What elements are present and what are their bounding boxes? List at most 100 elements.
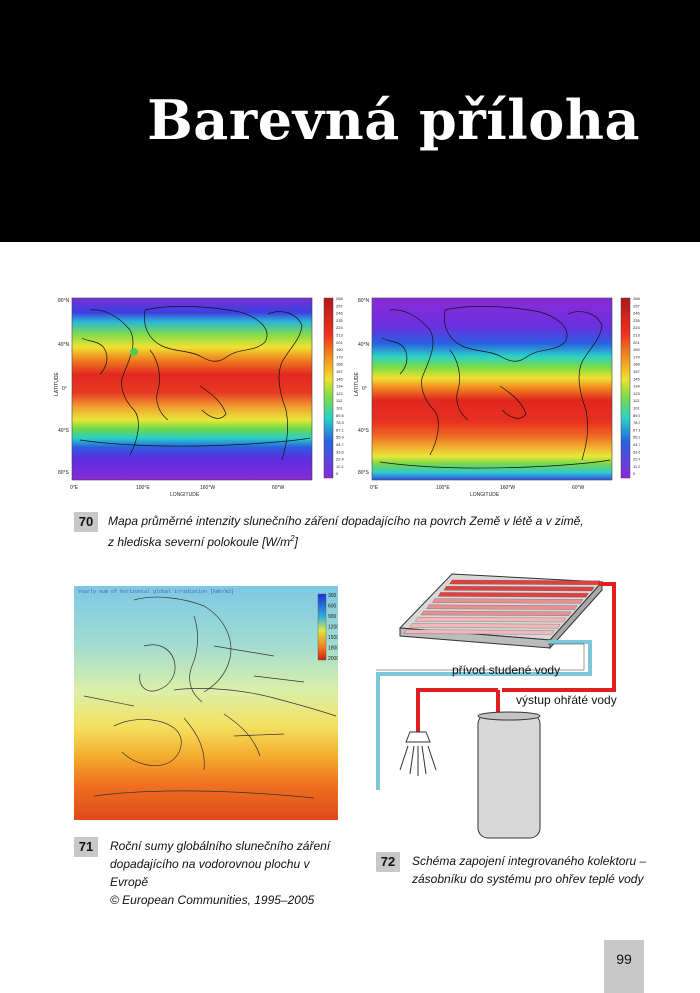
colorbar-tick-label: 235 bbox=[633, 318, 640, 323]
figure-70-maps: LATITUDE 80°N 40°N 0° 40°S 80°S 0°E 100°… bbox=[54, 296, 640, 498]
caption-sup: 2 bbox=[290, 534, 295, 543]
figure-71-number: 71 bbox=[74, 837, 98, 857]
solar-collector bbox=[398, 573, 604, 650]
shower-head bbox=[399, 720, 437, 776]
water-tank bbox=[477, 711, 541, 839]
left-xtick: 160°W bbox=[200, 485, 215, 491]
colorbar-tick-label: 235 bbox=[336, 318, 343, 323]
colorbar-tick-label: 224 bbox=[336, 325, 343, 330]
right-ytick: 0° bbox=[362, 386, 367, 392]
colorbar-tick-label: 168 bbox=[633, 362, 640, 367]
colorbar-tick-label: 157 bbox=[336, 369, 343, 374]
europe-legend-label: 2000 bbox=[328, 656, 338, 662]
collector-stripes bbox=[403, 579, 601, 635]
colorbar-tick-label: 112 bbox=[336, 398, 343, 403]
colorbar-tick-label: 33.6 bbox=[633, 449, 640, 454]
colorbar-labels: 268 257 246 235 224 213 201 190 179 168 157 145 134 1… bbox=[336, 296, 640, 476]
collector-absorber-stripe bbox=[443, 586, 595, 592]
right-xtick: 60°W bbox=[572, 485, 585, 491]
caption-text: z hlediska severní polokoule [W/m bbox=[108, 535, 291, 549]
figure-72-collector-diagram: přívod studené vody výstup ohřáté vody bbox=[376, 573, 617, 839]
europe-legend-label: 900 bbox=[328, 614, 337, 620]
colorbar-tick-label: 67.1 bbox=[633, 427, 640, 432]
colorbar-tick-label: 33.6 bbox=[336, 449, 345, 454]
caption-line: z hlediska severní polokoule [W/m2] bbox=[108, 530, 588, 551]
colorbar-tick-label: 134 bbox=[336, 384, 343, 389]
colorbar-tick-label: 224 bbox=[633, 325, 640, 330]
colorbar-tick-label: 11.2 bbox=[336, 464, 344, 469]
colorbar-tick-label: 213 bbox=[633, 333, 640, 338]
figure-71-caption: Roční sumy globálního slunečního záření … bbox=[110, 837, 350, 909]
hot-outlet-pipe bbox=[416, 688, 498, 720]
colorbar-tick-label: 101 bbox=[336, 406, 343, 411]
left-ylabel: LATITUDE bbox=[54, 372, 60, 396]
europe-legend-labels: 300 600 900 1200 1500 1800 2000 bbox=[328, 593, 338, 662]
colorbar-tick-label: 0 bbox=[633, 471, 636, 476]
header-band: Barevná příloha bbox=[0, 0, 700, 242]
colorbar-tick-label: 123 bbox=[336, 391, 343, 396]
left-ytick: 0° bbox=[62, 386, 67, 392]
collector-absorber-stripe bbox=[420, 610, 572, 616]
hot-water-label: výstup ohřáté vody bbox=[516, 693, 617, 707]
colorbar-right bbox=[620, 297, 631, 479]
collector-absorber-stripe bbox=[437, 592, 589, 598]
left-xlabel: LONGITUDE bbox=[170, 492, 200, 498]
caption-line: Mapa průměrné intenzity slunečního zářen… bbox=[108, 514, 584, 528]
right-ylabel: LATITUDE bbox=[354, 372, 360, 396]
colorbar-tick-label: 55.9 bbox=[633, 435, 640, 440]
left-ytick: 80°S bbox=[58, 470, 70, 476]
caption-line: dopadajícího na vodorovnou plochu v Evro… bbox=[110, 857, 310, 889]
colorbar-tick-label: 112 bbox=[633, 398, 640, 403]
colorbar-left bbox=[323, 297, 334, 479]
colorbar-tick-label: 201 bbox=[633, 340, 640, 345]
colorbar-tick-label: 89.5 bbox=[336, 413, 345, 418]
europe-legend-bar bbox=[317, 593, 327, 661]
left-xtick: 100°E bbox=[136, 485, 150, 491]
right-xlabel: LONGITUDE bbox=[470, 492, 500, 498]
europe-legend-label: 300 bbox=[328, 593, 337, 599]
colorbar-tick-label: 201 bbox=[336, 340, 343, 345]
map-winter: LATITUDE 80°N 40°N 0° 40°S 80°S 0°E 100°… bbox=[354, 297, 613, 498]
right-ytick: 40°N bbox=[358, 342, 370, 348]
europe-legend-label: 1500 bbox=[328, 635, 338, 641]
colorbar-tick-label: 55.9 bbox=[336, 435, 345, 440]
colorbar-tick-label: 157 bbox=[633, 369, 640, 374]
colorbar-tick-label: 78.3 bbox=[633, 420, 640, 425]
caption-text: ] bbox=[294, 535, 298, 549]
colorbar-tick-label: 257 bbox=[633, 303, 640, 308]
collector-absorber-stripe bbox=[432, 598, 584, 604]
colorbar-tick-label: 44.7 bbox=[336, 442, 345, 447]
collector-absorber-stripe bbox=[415, 617, 567, 623]
figure-71-europe-map: Yearly sum of horizontal global irradiat… bbox=[74, 586, 338, 820]
colorbar-tick-label: 190 bbox=[633, 347, 640, 352]
europe-legend-label: 600 bbox=[328, 604, 337, 610]
figure-72-caption: Schéma zapojení integrovaného kolektoru … bbox=[412, 852, 652, 888]
colorbar-tick-label: 179 bbox=[633, 354, 640, 359]
colorbar-tick-label: 78.3 bbox=[336, 420, 345, 425]
colorbar-tick-label: 268 bbox=[633, 296, 640, 301]
europe-legend-label: 1800 bbox=[328, 646, 338, 652]
left-ytick: 40°S bbox=[58, 428, 70, 434]
collector-absorber-stripe bbox=[426, 604, 578, 610]
colorbar-tick-label: 246 bbox=[633, 311, 640, 316]
colorbar-tick-label: 67.1 bbox=[336, 427, 345, 432]
caption-line: Roční sumy globálního slunečního záření bbox=[110, 839, 331, 853]
colorbar-tick-label: 44.7 bbox=[633, 442, 640, 447]
caption-line: © European Communities, 1995–2005 bbox=[110, 893, 315, 907]
colorbar-tick-label: 11.2 bbox=[633, 464, 640, 469]
colorbar-tick-label: 190 bbox=[336, 347, 343, 352]
colorbar-tick-label: 213 bbox=[336, 333, 343, 338]
collector-absorber-stripe bbox=[403, 629, 555, 635]
colorbar-tick-label: 101 bbox=[633, 406, 640, 411]
colorbar-tick-label: 123 bbox=[633, 391, 640, 396]
page-title: Barevná příloha bbox=[147, 88, 640, 152]
colorbar-tick-label: 246 bbox=[336, 311, 343, 316]
colorbar-tick-label: 89.5 bbox=[633, 413, 640, 418]
figure-70-caption: Mapa průměrné intenzity slunečního zářen… bbox=[108, 512, 588, 551]
page-number: 99 bbox=[604, 940, 644, 993]
right-ytick: 80°N bbox=[358, 298, 370, 304]
collector-absorber-stripe bbox=[449, 579, 601, 585]
left-xtick: 0°E bbox=[70, 485, 79, 491]
cold-water-label: přívod studené vody bbox=[452, 663, 560, 677]
colorbar-tick-label: 0 bbox=[336, 471, 339, 476]
